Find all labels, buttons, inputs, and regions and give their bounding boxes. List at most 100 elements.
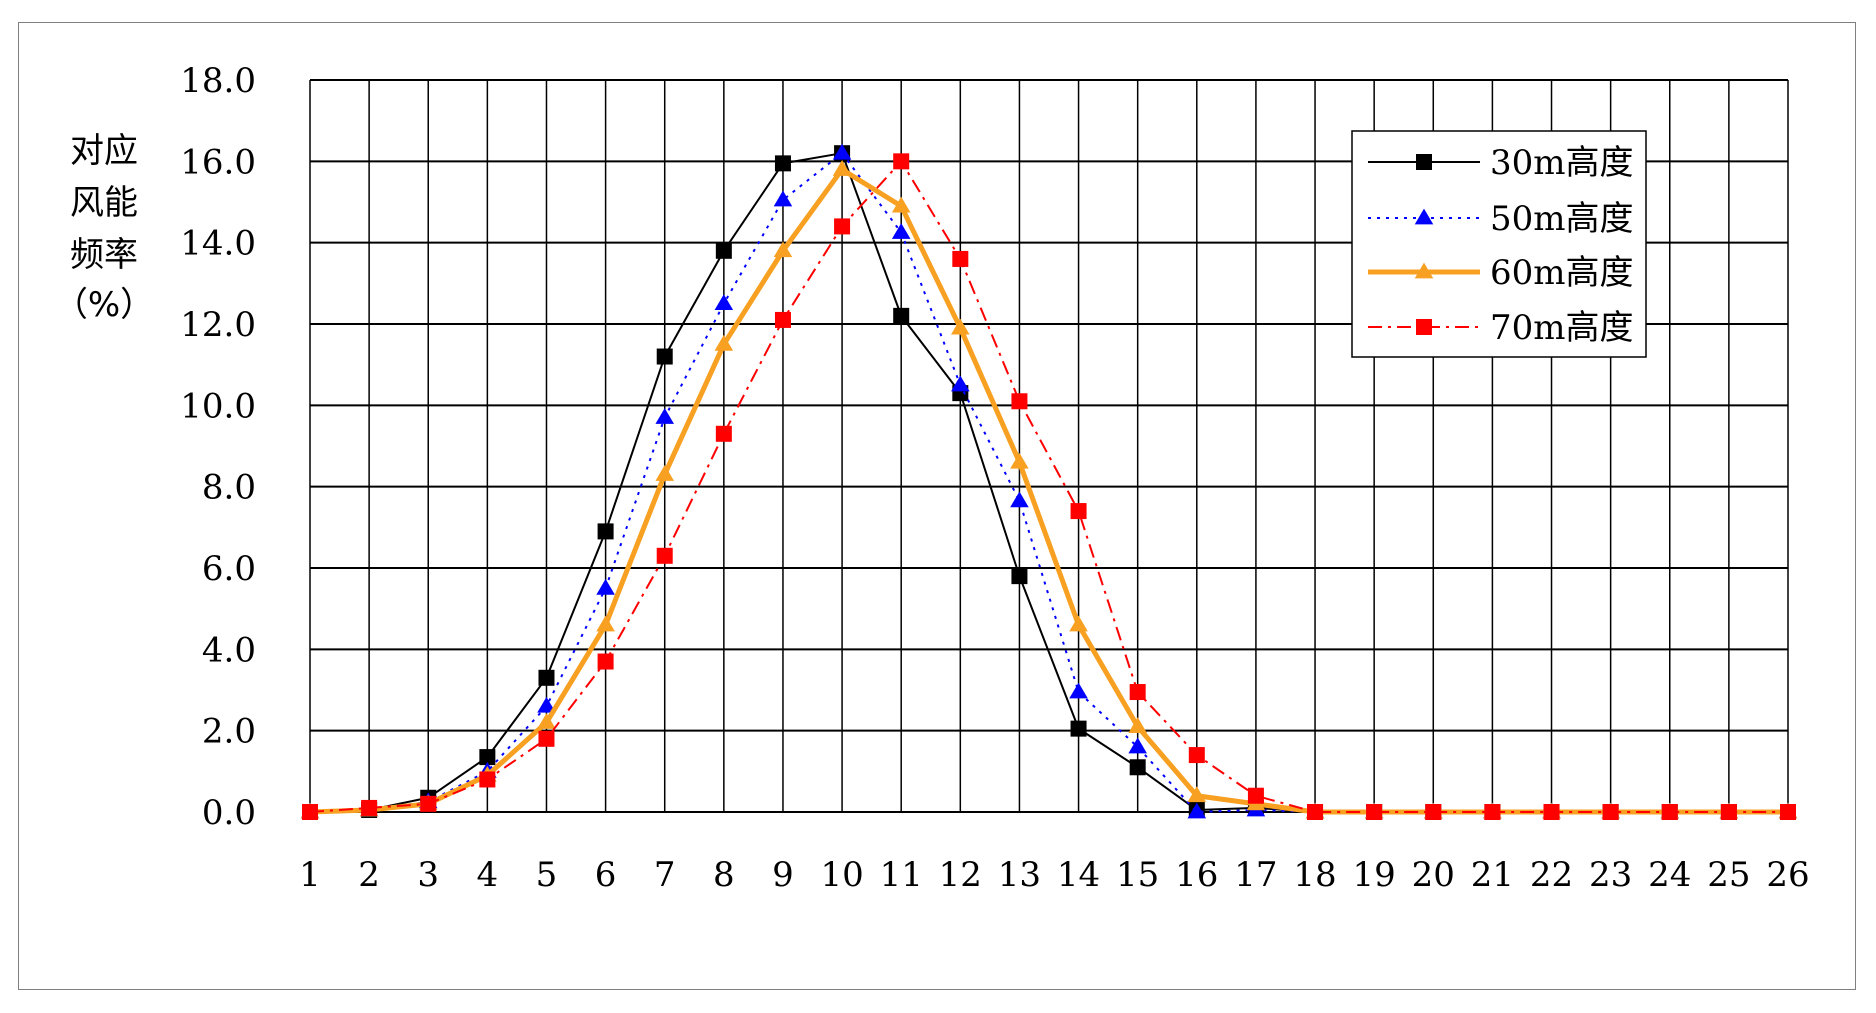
data-point	[1010, 452, 1029, 469]
data-point	[1602, 804, 1619, 820]
data-point	[1661, 804, 1678, 820]
x-tick-labels: 1 2 3 4 5 6 7 8 9 10 11 12 13 14 15 16 17 18 19 20 21 22 23 24 2…	[299, 855, 1809, 895]
data-point	[1129, 684, 1146, 701]
legend-marker	[1414, 262, 1434, 279]
data-point	[302, 804, 318, 820]
legend-entry: 70m高度	[1368, 308, 1634, 348]
x-tick-label: 5	[536, 855, 558, 895]
x-tick-label: 25	[1707, 855, 1750, 895]
series-4	[302, 153, 1796, 820]
data-point	[656, 348, 673, 365]
legend-marker	[1416, 319, 1432, 335]
y-tick-label: 8.0	[202, 468, 256, 508]
data-point	[655, 408, 674, 424]
data-point	[1069, 615, 1088, 632]
data-point	[1543, 804, 1560, 820]
y-tick-label: 16.0	[180, 142, 256, 182]
data-point	[773, 190, 793, 207]
data-point	[893, 153, 910, 170]
data-point	[361, 799, 378, 816]
data-point	[537, 713, 556, 729]
x-tick-label: 12	[939, 855, 982, 895]
x-tick-label: 10	[820, 855, 863, 895]
data-point	[1780, 804, 1796, 820]
data-point	[891, 196, 911, 213]
data-point	[597, 653, 614, 670]
data-point	[1129, 759, 1146, 776]
y-tick-label: 18.0	[180, 61, 256, 101]
legend-entry: 30m高度	[1368, 143, 1634, 183]
x-tick-label: 23	[1589, 855, 1632, 895]
data-point	[1247, 787, 1264, 804]
data-point	[1128, 717, 1147, 733]
x-tick-label: 26	[1766, 855, 1809, 895]
data-point	[951, 318, 970, 335]
x-tick-label: 21	[1471, 855, 1514, 895]
data-point	[715, 242, 732, 259]
data-point	[832, 160, 852, 176]
data-point	[1366, 804, 1383, 820]
y-tick-label: 12.0	[180, 305, 256, 345]
data-point	[479, 771, 496, 788]
y-axis-label-line-3: 频率	[70, 235, 138, 275]
data-point	[834, 218, 851, 235]
data-point	[1187, 786, 1207, 803]
y-axis-label-line-4: （%）	[54, 285, 154, 325]
x-tick-label: 8	[713, 855, 735, 895]
data-point	[774, 155, 791, 172]
grid	[309, 79, 1789, 813]
x-tick-label: 17	[1234, 855, 1277, 895]
data-point	[1070, 720, 1087, 737]
data-point	[479, 749, 496, 766]
data-point	[774, 311, 791, 328]
y-tick-label: 14.0	[180, 224, 256, 264]
data-point	[1425, 804, 1442, 820]
data-point	[714, 334, 734, 351]
legend-marker	[1416, 154, 1432, 170]
x-tick-label: 11	[880, 855, 923, 895]
x-tick-label: 7	[654, 855, 676, 895]
data-point	[537, 696, 556, 713]
data-point	[1011, 393, 1028, 410]
data-point	[1011, 568, 1028, 585]
x-tick-label: 20	[1412, 855, 1455, 895]
x-tick-label: 3	[417, 855, 439, 895]
data-point	[596, 615, 615, 632]
legend-label: 30m高度	[1490, 143, 1634, 183]
data-point	[891, 223, 911, 239]
data-point	[1010, 491, 1029, 508]
data-point	[1188, 747, 1205, 764]
data-point	[420, 795, 437, 812]
legend-entry: 50m高度	[1368, 199, 1634, 239]
x-tick-label: 9	[772, 855, 794, 895]
y-tick-label: 2.0	[202, 712, 256, 752]
legend-entry: 60m高度	[1368, 253, 1634, 293]
legend-marker	[1414, 208, 1434, 225]
data-point	[596, 578, 615, 595]
x-tick-label: 24	[1648, 855, 1691, 895]
x-tick-label: 13	[998, 855, 1041, 895]
data-point	[597, 523, 614, 540]
data-point	[1069, 682, 1088, 699]
legend-label: 60m高度	[1490, 253, 1634, 293]
data-point	[1070, 503, 1087, 520]
data-point	[1307, 804, 1324, 820]
chart-frame	[18, 22, 1856, 990]
x-tick-label: 22	[1530, 855, 1573, 895]
x-tick-label: 14	[1057, 855, 1100, 895]
y-axis-label: 对应 风能 频率 （%）	[54, 131, 154, 325]
legend-label: 50m高度	[1490, 199, 1634, 239]
legend-label: 70m高度	[1490, 308, 1634, 348]
y-tick-labels: 0.0 2.0 4.0 6.0 8.0 10.0 12.0 14.0 16.0 18.0	[180, 61, 256, 833]
x-tick-label: 18	[1293, 855, 1336, 895]
data-point	[1484, 804, 1501, 820]
data-point	[773, 241, 793, 258]
y-axis-label-line-2: 风能	[70, 183, 138, 223]
data-point	[655, 465, 674, 481]
x-tick-label: 16	[1175, 855, 1218, 895]
y-tick-label: 4.0	[202, 630, 256, 670]
x-tick-label: 19	[1353, 855, 1396, 895]
data-point	[951, 375, 970, 392]
data-point	[715, 425, 732, 442]
